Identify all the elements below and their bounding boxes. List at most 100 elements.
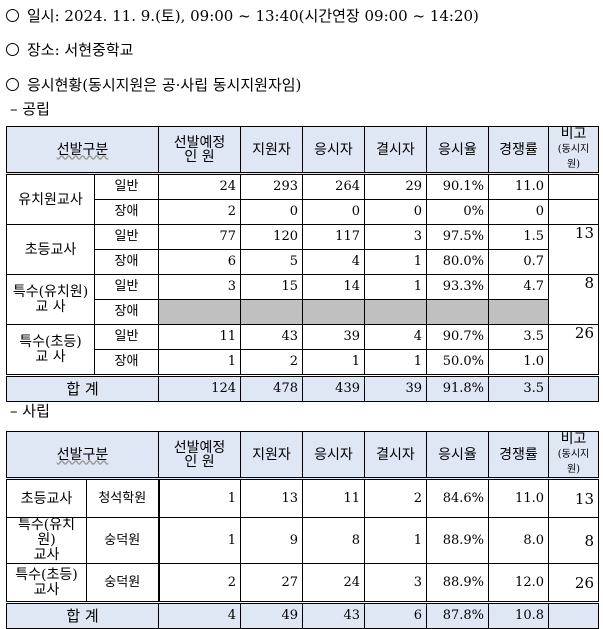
private-label: – 사립 [10,402,50,420]
circle-bullet-icon [6,43,19,56]
applicants-cell: 49 [240,601,303,629]
status-text: 응시현황(동시지원은 공·사립 동시지원자임) [27,76,302,94]
competition-cell: 4.7 [488,274,549,300]
table-row: 초등교사 일반 77 120 117 3 97.5% 1.5 13 [6,224,599,275]
blank-cell [158,299,241,325]
competition-cell: 0.7 [488,249,549,275]
rate-cell: 88.9% [426,563,489,603]
group-cell: 특수(유치원) 교 사 [6,274,95,325]
examinees-cell: 264 [302,173,365,200]
place-text: 장소: 서현중학교 [27,41,134,59]
examinees-cell: 8 [302,517,365,564]
examinees-cell: 24 [302,563,365,603]
table-row: 특수(유치원) 교 사 일반 3 15 14 1 93.3% 4.7 8 [6,274,599,325]
type-cell: 장애 [94,199,159,225]
blank-cell [364,299,427,325]
applicants-cell: 15 [240,274,303,300]
date-line: 일시: 2024. 11. 9.(토), 09:00 ~ 13:40(시간연장 … [6,5,479,26]
planned-cell: 3 [158,274,241,300]
type-cell: 일반 [94,224,159,250]
planned-cell: 1 [158,349,241,376]
examinees-cell: 39 [302,324,365,350]
absentees-cell: 29 [364,173,427,200]
note-cell [548,601,599,629]
total-label: 합 계 [6,601,159,629]
public-header-row: 선발구분 선발예정 인 원 지원자 응시자 결시자 응시율 경쟁률 비고 (동시지원… [6,126,599,175]
header-applicants: 지원자 [240,126,303,175]
rate-cell: 88.9% [426,517,489,564]
planned-cell: 4 [158,601,241,629]
applicants-cell: 2 [240,349,303,376]
private-header-row: 선발구분 선발예정 인 원 지원자 응시자 결시자 응시율 경쟁률 비고 (동시지원… [6,431,599,480]
applicants-cell: 120 [240,224,303,250]
absentees-cell: 1 [364,274,427,300]
blank-cell [488,299,549,325]
table-row: 장애 1 2 1 1 50.0% 1.0 [7,349,599,376]
absentees-cell: 1 [364,349,427,376]
examinees-cell: 11 [302,478,365,518]
header-note: 비고 (동시지원) [548,126,599,175]
competition-cell: 3.5 [488,324,549,350]
absentees-cell: 3 [364,563,427,603]
planned-cell: 6 [158,249,241,275]
applicants-cell: 27 [240,563,303,603]
total-label: 합 계 [6,374,159,402]
table-row: 특수(유치원) 교사 숭덕원 1 9 8 1 88.9% 8.0 8 [6,517,599,564]
header-applicants: 지원자 [240,431,303,480]
table-row: 특수(초등) 교 사 일반 11 43 39 4 90.7% 3.5 26 [6,324,599,376]
applicants-cell: 43 [240,324,303,350]
examinees-cell: 43 [302,601,365,629]
header-rate: 응시율 [426,431,489,480]
planned-cell: 124 [158,374,241,402]
blank-cell [240,299,303,325]
applicants-cell: 5 [240,249,303,275]
header-planned: 선발예정 인 원 [158,431,241,480]
applicants-cell: 293 [240,173,303,200]
competition-cell: 0 [488,199,549,225]
absentees-cell: 6 [364,601,427,629]
blank-cell [302,299,365,325]
table-row: 특수(초등) 교사 숭덕원 2 27 24 3 88.9% 12.0 26 [6,563,599,603]
header-rate: 응시율 [426,126,489,175]
header-category: 선발구분 [6,431,159,480]
planned-cell: 2 [158,563,241,603]
rate-cell: 0% [426,199,489,225]
public-table: 선발구분 선발예정 인 원 지원자 응시자 결시자 응시율 경쟁률 비고 (동시지원… [6,126,599,402]
group-cell: 초등교사 [6,224,95,275]
header-planned: 선발예정 인 원 [158,126,241,175]
header-examinees: 응시자 [302,126,365,175]
rate-cell: 97.5% [426,224,489,250]
absentees-cell: 1 [364,249,427,275]
competition-cell: 11.0 [488,173,549,200]
examinees-cell: 0 [302,199,365,225]
table-row: 유치원교사 일반 24 293 264 29 90.1% 11.0 [6,173,599,225]
competition-cell: 1.0 [488,349,549,376]
note-cell: 26 [548,563,599,603]
absentees-cell: 39 [364,374,427,402]
public-label: – 공립 [10,100,50,118]
rate-cell: 87.8% [426,601,489,629]
note-cell: 13 [548,478,599,518]
blank-cell [426,299,489,325]
type-cell: 장애 [94,349,159,376]
circle-bullet-icon [6,9,19,22]
note-cell: 8 [548,517,599,564]
note-cell: 26 [548,324,599,376]
group-cell: 특수(초등) 교사 [6,563,87,603]
note-cell [548,374,599,402]
status-line: 응시현황(동시지원은 공·사립 동시지원자임) [6,74,301,95]
competition-cell: 12.0 [488,563,549,603]
planned-cell: 11 [158,324,241,350]
type-cell: 일반 [94,324,159,350]
note-cell [548,199,599,225]
school-cell: 숭덕원 [86,563,160,603]
planned-cell: 1 [158,517,241,564]
school-cell: 청석학원 [86,478,160,518]
applicants-cell: 0 [240,199,303,225]
competition-cell: 10.8 [488,601,549,629]
note-cell [548,173,599,200]
applicants-cell: 9 [240,517,303,564]
competition-cell: 8.0 [488,517,549,564]
examinees-cell: 14 [302,274,365,300]
planned-cell: 2 [158,199,241,225]
